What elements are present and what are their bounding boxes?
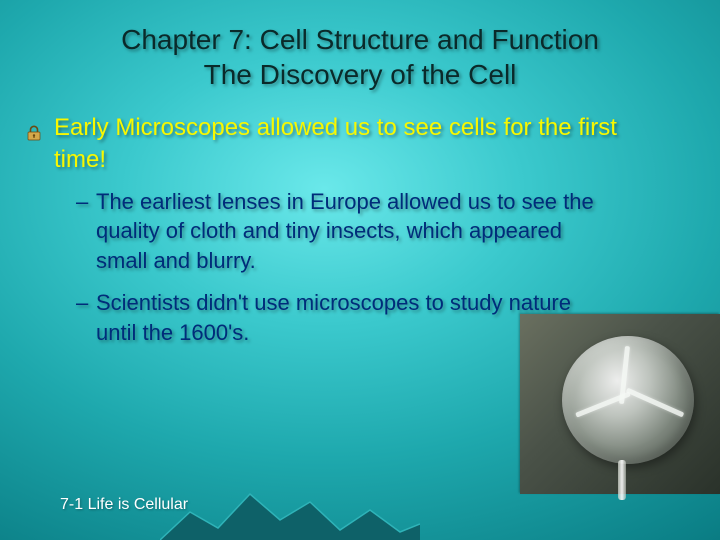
lens-stem-icon (618, 460, 626, 500)
main-bullet: Early Microscopes allowed us to see cell… (48, 112, 672, 177)
slide-title: Chapter 7: Cell Structure and Function T… (0, 0, 720, 112)
main-bullet-text: Early Microscopes allowed us to see cell… (54, 114, 617, 173)
sub-bullet-text: Scientists didn't use microscopes to stu… (96, 290, 571, 345)
lens-photo (520, 314, 720, 494)
title-line-2: The Discovery of the Cell (40, 57, 680, 92)
mountain-graphic-icon (160, 480, 420, 540)
slide-body: Early Microscopes allowed us to see cell… (0, 112, 720, 347)
sub-bullet-text: The earliest lenses in Europe allowed us… (96, 189, 594, 273)
lock-icon (26, 118, 42, 134)
sub-bullet: The earliest lenses in Europe allowed us… (76, 187, 608, 276)
title-line-1: Chapter 7: Cell Structure and Function (40, 22, 680, 57)
